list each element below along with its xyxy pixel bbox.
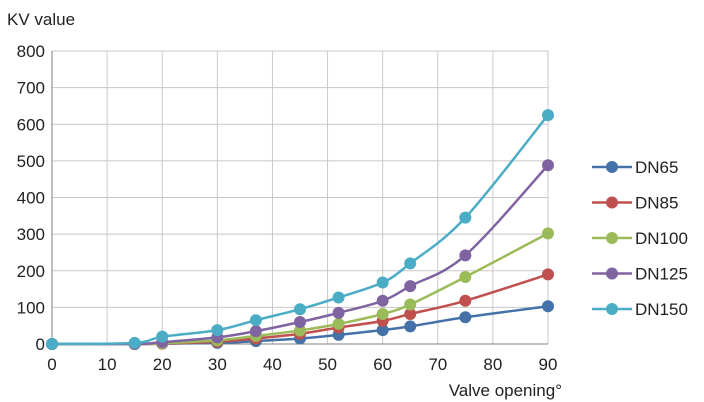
x-tick-label: 20 [153,355,172,374]
x-tick-label: 0 [47,355,56,374]
x-tick-label: 50 [318,355,337,374]
x-tick-label: 90 [539,355,558,374]
data-point [376,307,389,320]
data-point [294,303,306,316]
data-point [294,316,306,329]
y-axis-title: KV value [7,10,75,29]
data-point [542,268,554,281]
y-tick-label: 0 [36,335,45,354]
legend-marker [606,303,618,315]
data-point [459,294,472,307]
data-point [459,270,472,283]
x-tick-label: 30 [208,355,227,374]
data-point [542,159,554,172]
data-point [249,325,262,338]
series-dn150 [46,109,554,350]
y-tick-label: 500 [17,152,45,171]
legend: DN65 DN85 DN100 DN125 DN150 [592,158,688,319]
data-point [542,300,554,313]
x-tick-label: 10 [98,355,117,374]
x-tick-label: 40 [263,355,282,374]
legend-label: DN85 [635,194,678,213]
data-point [404,320,417,333]
legend-item-dn150: DN150 [592,300,688,319]
data-point [459,249,472,262]
data-point [542,109,554,122]
data-point [128,336,141,349]
data-point [332,317,345,330]
data-point [404,257,417,270]
data-point [211,324,224,337]
grid [51,50,549,345]
data-point [46,338,58,350]
data-point [459,211,472,224]
y-axis-ticks: 0 100 200 300 400 500 600 700 800 [17,42,45,354]
data-point [404,307,417,320]
legend-label: DN65 [635,158,678,177]
data-point [376,294,389,307]
data-point [376,276,389,289]
x-tick-label: 60 [373,355,392,374]
legend-label: DN100 [635,229,688,248]
x-tick-label: 70 [428,355,447,374]
legend-marker [606,196,618,209]
data-point [404,280,417,293]
legend-marker [606,232,618,244]
legend-item-dn100: DN100 [592,229,688,248]
data-point [332,291,345,304]
data-point [156,330,169,343]
x-tick-label: 80 [483,355,502,374]
series-lines [46,109,554,350]
series-dn100 [46,227,554,350]
y-tick-label: 200 [17,262,45,281]
legend-item-dn85: DN85 [592,194,678,213]
data-point [294,324,306,337]
data-point [459,311,472,324]
data-point [404,298,417,311]
x-axis-ticks: 0 10 20 30 40 50 60 70 80 90 [47,355,557,374]
data-point [249,314,262,327]
y-tick-label: 400 [17,189,45,208]
legend-item-dn65: DN65 [592,158,678,177]
data-point [542,227,554,240]
y-tick-label: 600 [17,115,45,134]
legend-label: DN125 [635,265,688,284]
legend-marker [606,267,618,280]
data-point [332,306,345,319]
x-axis-title: Valve opening° [449,381,562,400]
data-point [376,324,389,337]
series-dn125 [46,159,554,350]
legend-item-dn125: DN125 [592,265,688,284]
legend-marker [606,161,618,173]
y-tick-label: 800 [17,42,45,61]
y-tick-label: 300 [17,225,45,244]
legend-label: DN150 [635,300,688,319]
y-tick-label: 100 [17,298,45,317]
y-tick-label: 700 [17,79,45,98]
